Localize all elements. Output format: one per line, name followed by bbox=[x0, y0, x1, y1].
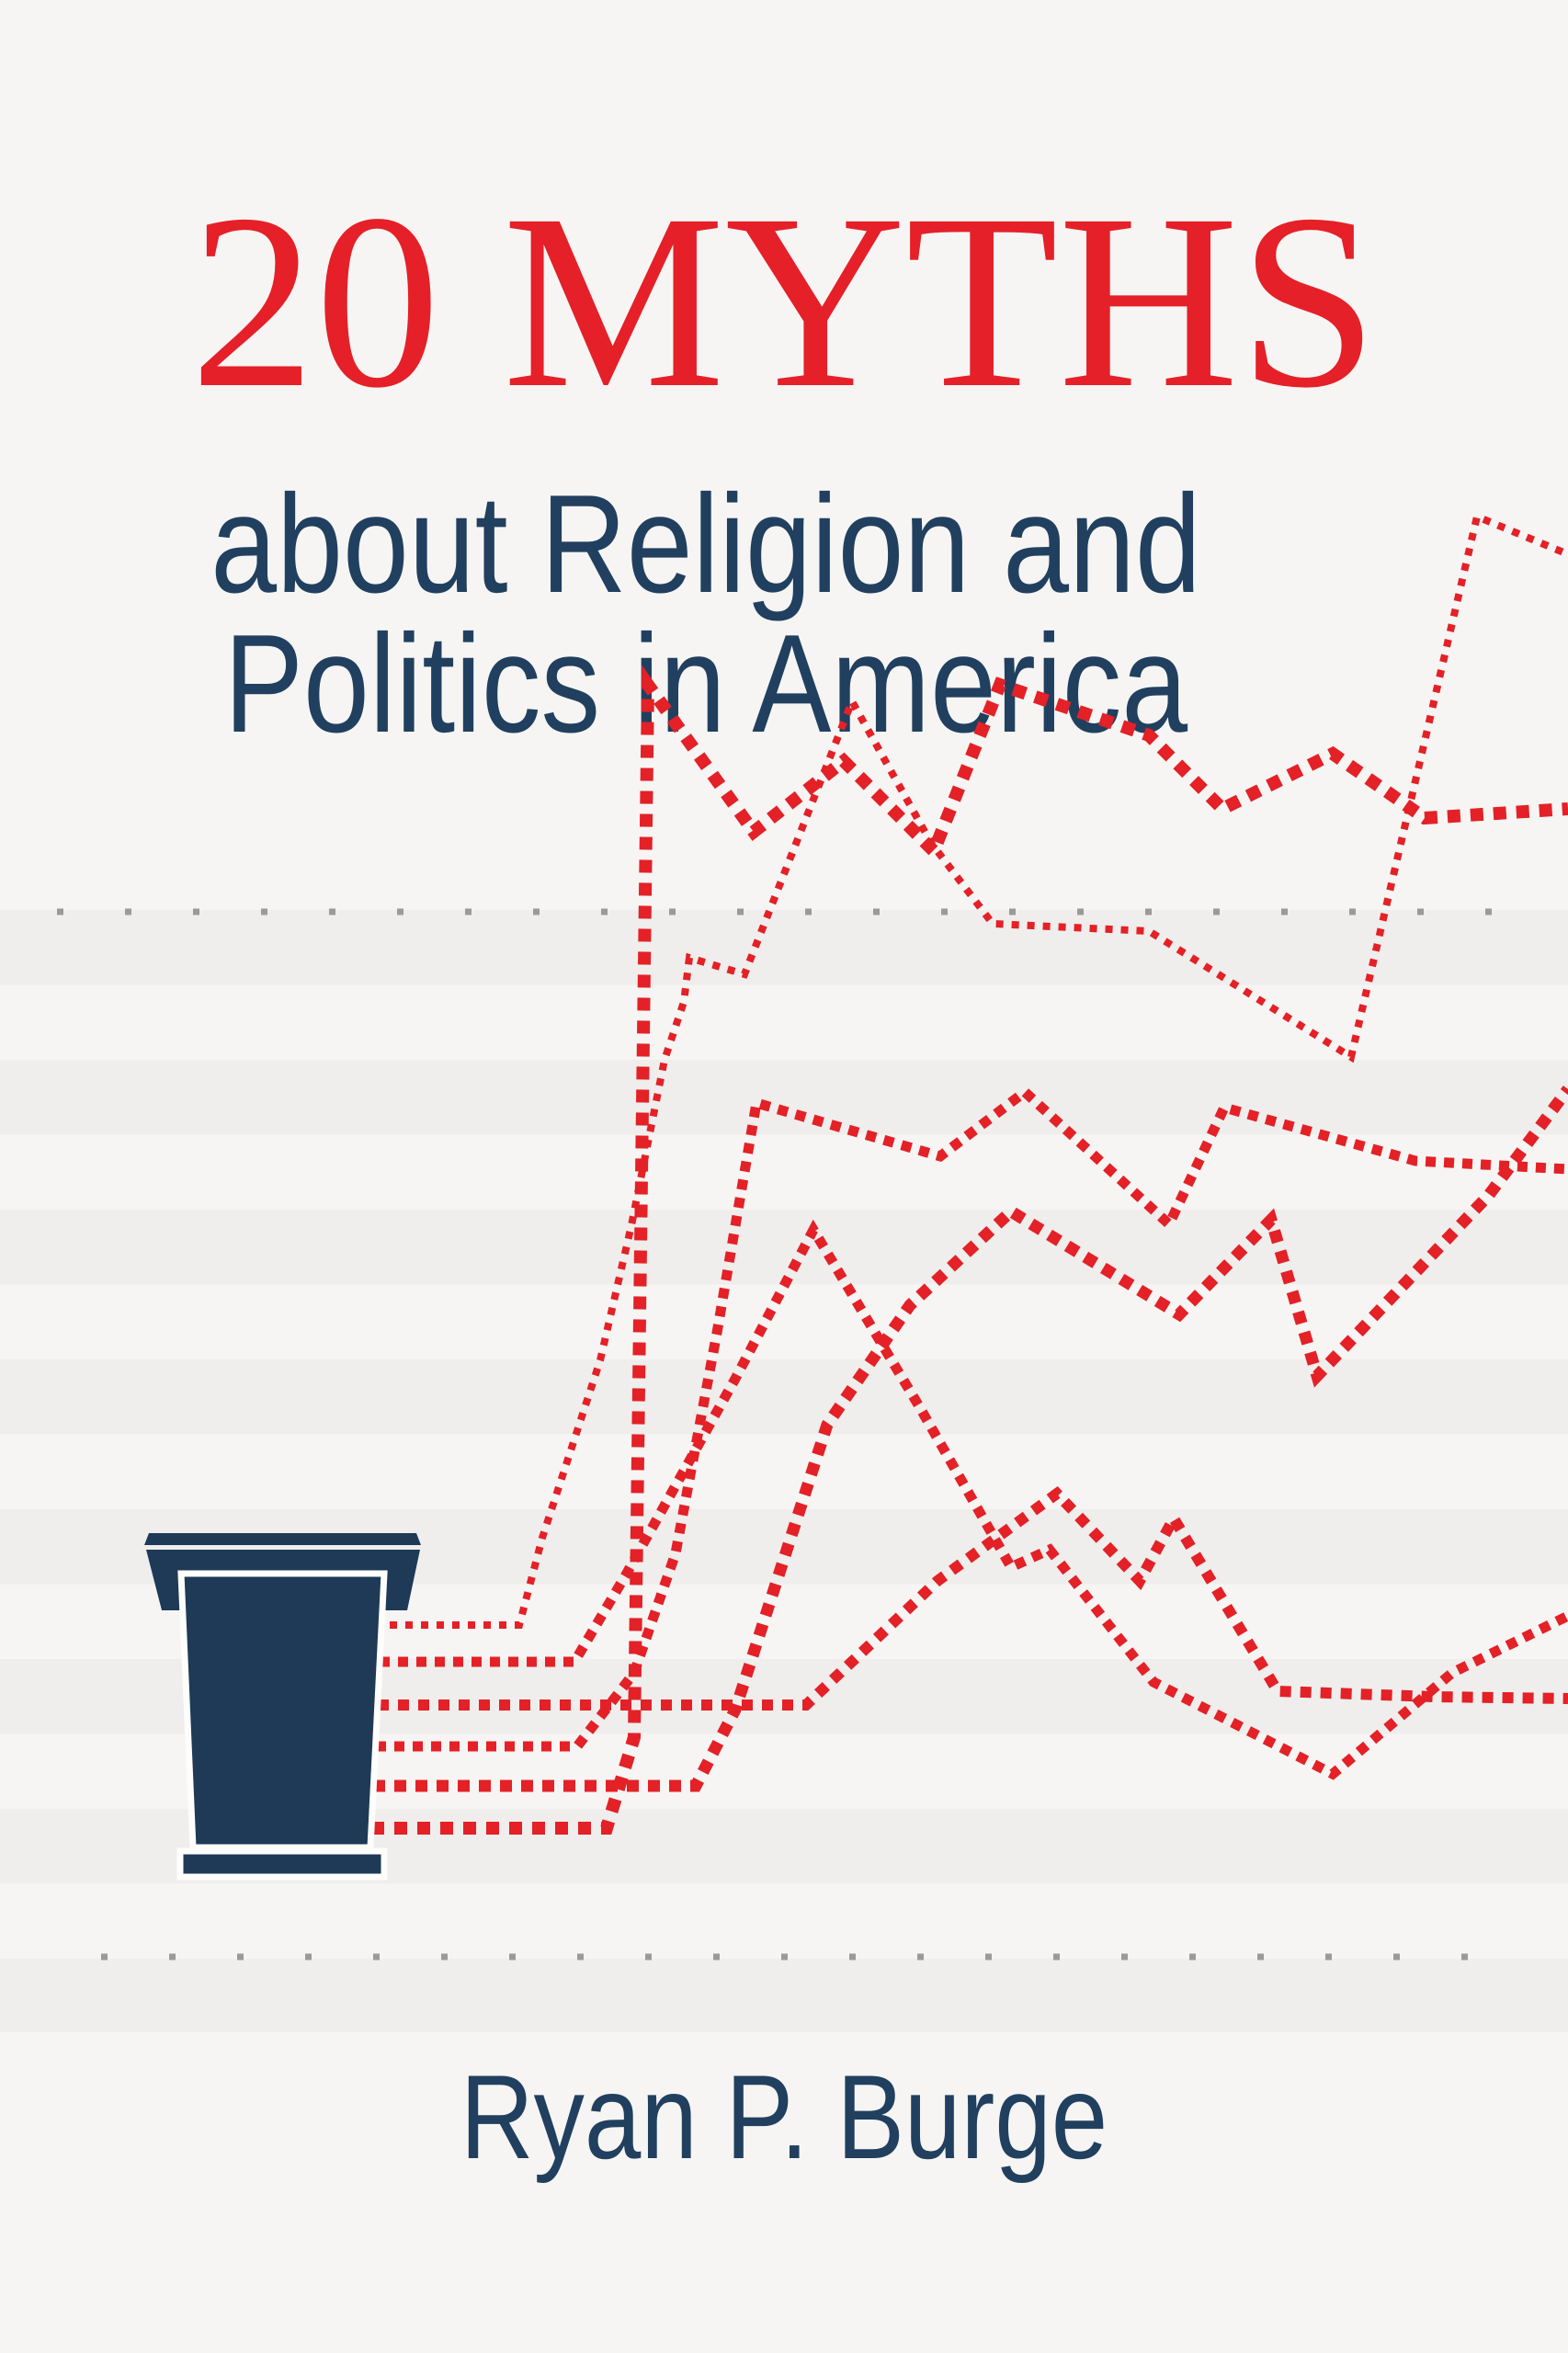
line-3 bbox=[378, 1486, 1568, 1711]
author-name: Ryan P. Burge bbox=[460, 2050, 1108, 2184]
line-6 bbox=[371, 665, 1568, 1835]
line-4 bbox=[376, 1085, 1568, 1752]
book-subtitle-line-2: Politics in America bbox=[223, 606, 1188, 762]
podium-base bbox=[176, 1847, 388, 1881]
line-2 bbox=[380, 1219, 1568, 1780]
podium-body bbox=[177, 1570, 388, 1851]
book-title: 20 MYTHS bbox=[189, 163, 1379, 439]
line-5 bbox=[373, 1086, 1568, 1792]
line-1-thin bbox=[390, 511, 1568, 1629]
book-subtitle-line-1: about Religion and bbox=[210, 466, 1201, 622]
podium-top-slab bbox=[144, 1533, 421, 1545]
